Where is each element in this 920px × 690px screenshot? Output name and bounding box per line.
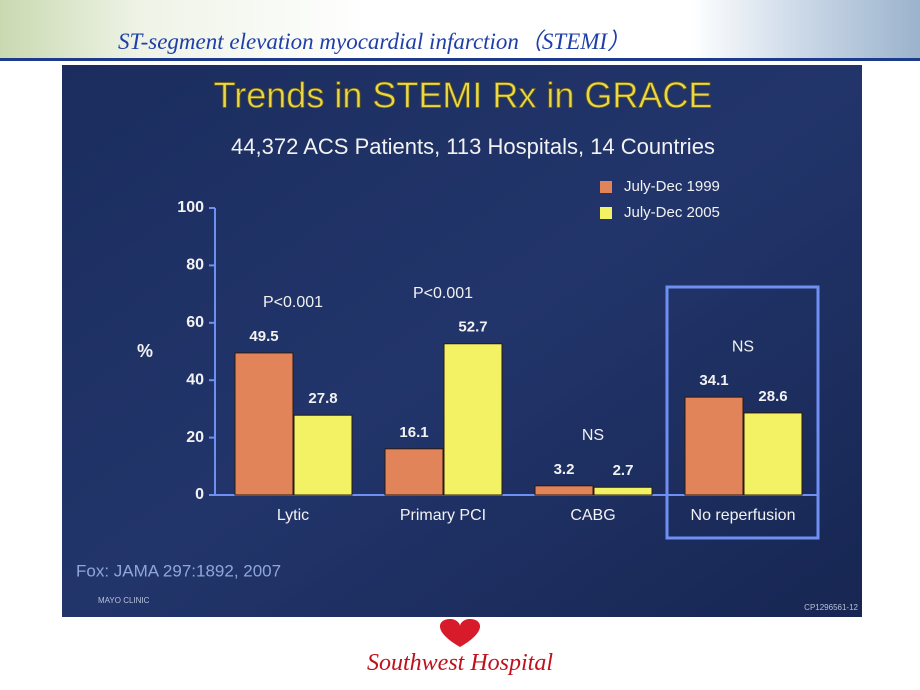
bar (743, 412, 803, 496)
value-label: 3.2 (554, 461, 575, 478)
legend-swatch (600, 181, 612, 193)
chart-title: Trends in STEMI Rx in GRACE (214, 75, 713, 116)
legend-swatch (600, 207, 612, 219)
y-tick-label: 20 (186, 429, 204, 446)
y-tick-label: 0 (195, 486, 204, 503)
x-tick-label: No reperfusion (691, 507, 796, 524)
annotation: NS (582, 427, 604, 444)
bar (443, 343, 503, 496)
y-tick-label: 40 (186, 371, 204, 388)
source-note: Fox: JAMA 297:1892, 2007 (76, 561, 281, 580)
bar (384, 448, 444, 496)
header-title: ST-segment elevation myocardial infarcti… (118, 29, 631, 54)
y-tick-label: 60 (186, 314, 204, 331)
bar (684, 396, 744, 496)
y-tick-label: 100 (177, 199, 204, 216)
logo-text: MAYO CLINIC (98, 596, 150, 605)
y-axis-label: % (137, 341, 153, 361)
annotation: P<0.001 (263, 294, 323, 311)
chart-subtitle: 44,372 ACS Patients, 113 Hospitals, 14 C… (231, 134, 715, 159)
bar (234, 352, 294, 496)
chart-background (62, 65, 862, 617)
legend-label: July-Dec 1999 (624, 178, 720, 195)
highlight-box (665, 285, 820, 540)
bar (293, 414, 353, 496)
bar (593, 486, 653, 496)
footer-text: Southwest Hospital (366, 650, 553, 676)
value-label: 34.1 (699, 372, 728, 389)
heart-icon (439, 619, 481, 647)
x-tick-label: Lytic (277, 507, 309, 524)
value-label: 28.6 (758, 388, 787, 405)
value-label: 16.1 (399, 424, 428, 441)
y-tick-label: 80 (186, 257, 204, 274)
legend-label: July-Dec 2005 (624, 204, 720, 221)
slide-code: CP1296561-12 (804, 603, 858, 612)
x-tick-label: Primary PCI (400, 507, 486, 524)
annotation: P<0.001 (413, 285, 473, 302)
value-label: 49.5 (249, 328, 278, 345)
value-label: 52.7 (458, 319, 487, 336)
value-label: 2.7 (613, 462, 634, 479)
x-tick-label: CABG (570, 507, 615, 524)
header-banner: ST-segment elevation myocardial infarcti… (0, 0, 920, 61)
annotation: NS (732, 338, 754, 355)
bar (534, 485, 594, 496)
value-label: 27.8 (308, 390, 337, 407)
